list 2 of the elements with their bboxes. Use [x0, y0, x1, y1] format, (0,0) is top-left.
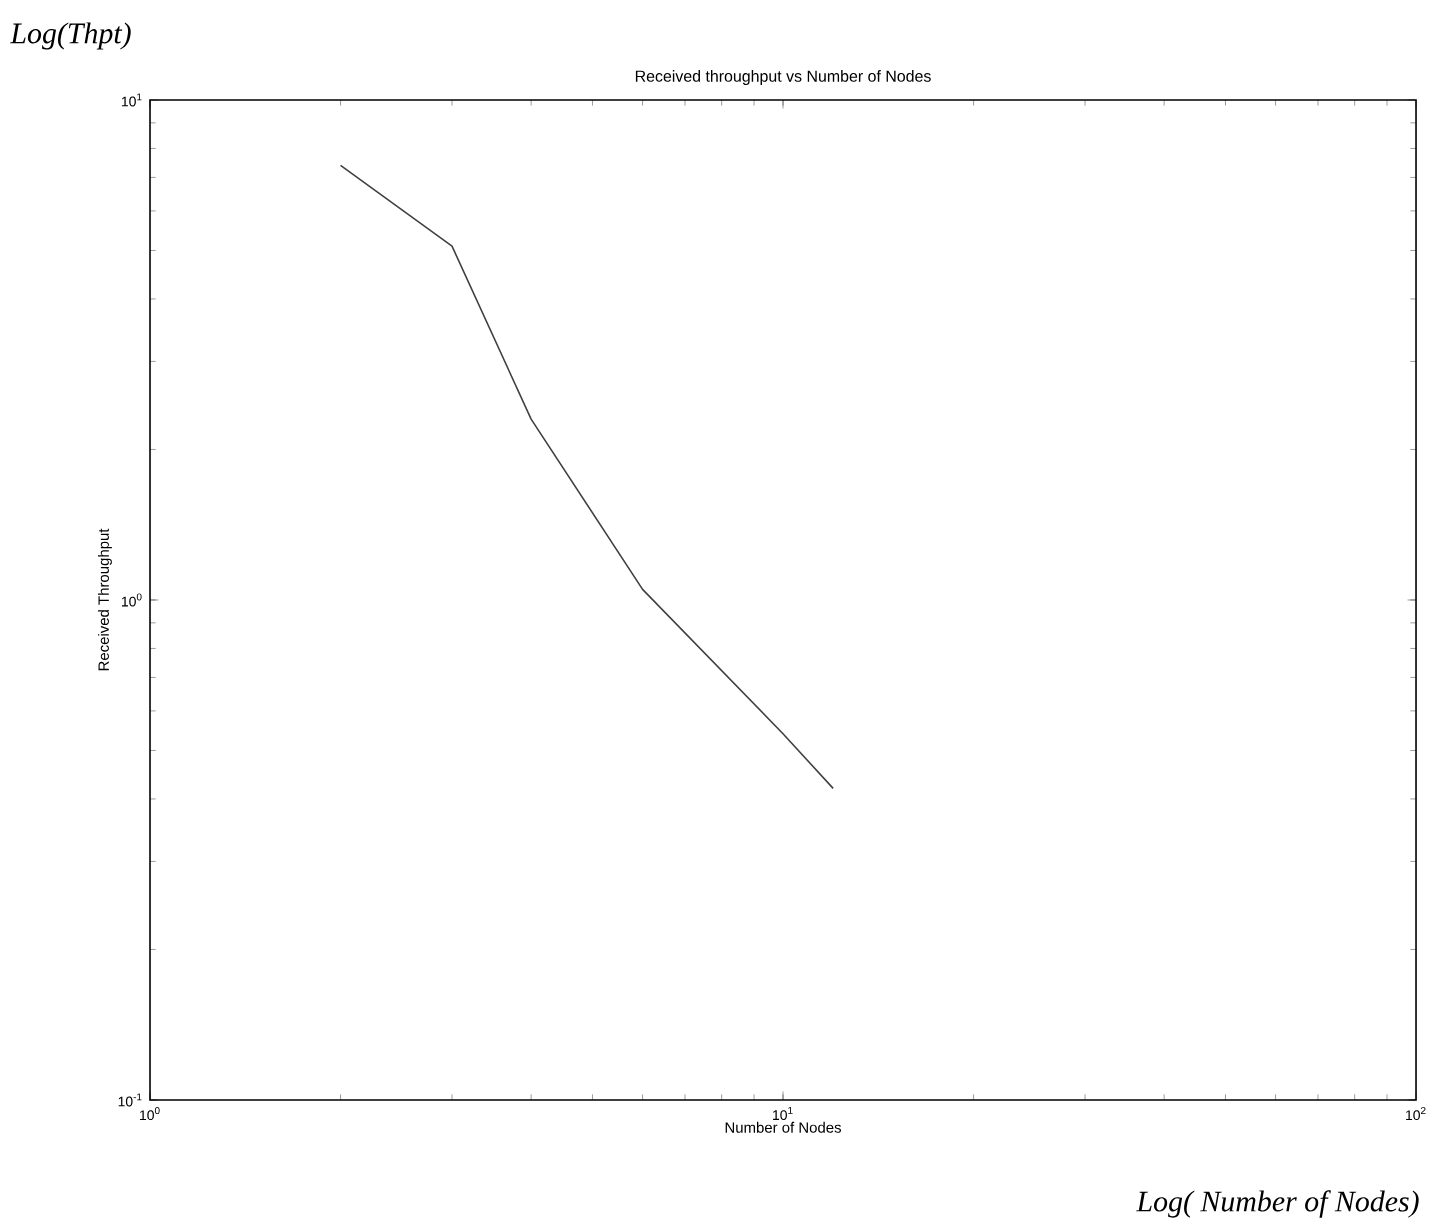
- text: Log( Number of Nodes): [1136, 1190, 1419, 1218]
- text: Log(Thpt): [10, 22, 131, 50]
